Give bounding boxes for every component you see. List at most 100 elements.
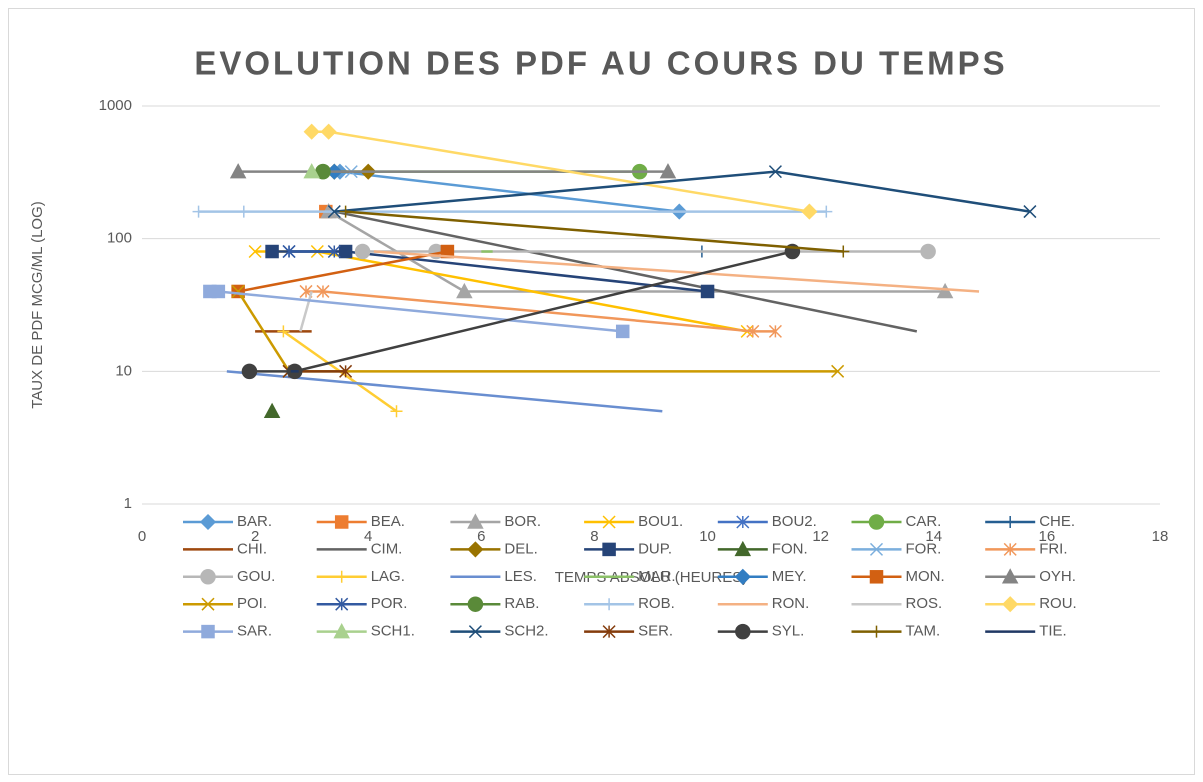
legend-label: BOR.: [504, 513, 541, 530]
legend-marker: [602, 515, 616, 529]
series-line: [237, 250, 448, 293]
legend-label: MEY.: [772, 568, 807, 585]
legend-marker: [602, 625, 616, 639]
legend-marker: [734, 568, 751, 585]
legend-marker: [200, 569, 216, 585]
legend-label: MAR.: [638, 568, 676, 585]
y-axis-label: TAUX DE PDF MCG/ML (LOG): [29, 201, 46, 409]
legend-label: LES.: [504, 568, 537, 585]
marker: [837, 245, 850, 258]
marker: [746, 324, 760, 338]
legend-marker: [467, 596, 484, 612]
marker: [936, 282, 954, 299]
legend-label: FOR.: [906, 540, 942, 557]
legend-label: RON.: [772, 595, 810, 612]
legend-label: FRI.: [1039, 540, 1067, 557]
legend-marker: [736, 515, 750, 529]
legend-label: DEL.: [504, 540, 537, 557]
marker: [229, 163, 247, 179]
x-tick-label: 8: [590, 528, 598, 545]
legend-label: SER.: [638, 623, 673, 640]
marker: [211, 284, 226, 299]
marker: [241, 363, 258, 380]
marker: [303, 163, 320, 179]
series-line: [373, 250, 980, 293]
marker: [820, 205, 833, 218]
marker: [354, 243, 371, 260]
x-axis-label: TEMPS ABSOLU (HEURES): [555, 569, 748, 586]
marker: [615, 324, 630, 339]
x-tick-label: 18: [1152, 528, 1169, 545]
marker: [327, 244, 341, 259]
marker: [339, 364, 353, 378]
marker: [456, 282, 473, 299]
x-tick-label: 2: [251, 528, 259, 545]
marker: [831, 364, 845, 378]
chart-title: EVOLUTION DES PDF AU COURS DU TEMPS: [194, 45, 1007, 82]
marker: [277, 325, 290, 338]
marker: [700, 284, 715, 299]
marker: [263, 402, 281, 419]
y-tick-label: 1: [124, 495, 132, 512]
legend-label: GOU.: [237, 568, 275, 585]
legend-label: CHI.: [237, 540, 267, 557]
legend-label: SYL.: [772, 623, 805, 640]
marker: [237, 205, 250, 218]
legend-label: POI.: [237, 595, 267, 612]
legend-label: FON.: [772, 540, 808, 557]
marker: [248, 244, 262, 259]
legend-label: ROU.: [1039, 595, 1077, 612]
marker: [1023, 205, 1037, 219]
y-tick-label: 10: [115, 362, 132, 379]
legend-marker: [603, 598, 616, 611]
legend-label: CIM.: [371, 540, 403, 557]
legend-label: OYH.: [1039, 568, 1076, 585]
legend-marker: [467, 541, 484, 558]
legend-marker: [735, 623, 751, 640]
marker: [327, 205, 341, 219]
legend-label: MON.: [906, 568, 945, 585]
legend-marker: [734, 540, 752, 557]
legend-marker: [334, 515, 349, 529]
x-tick-label: 10: [699, 528, 716, 545]
marker: [265, 244, 279, 259]
x-tick-label: 6: [477, 528, 485, 545]
legend-marker: [201, 597, 215, 611]
legend-marker: [335, 570, 348, 583]
series-line: [306, 290, 776, 333]
legend-marker: [1004, 516, 1017, 528]
legend-label: POR.: [371, 595, 408, 612]
series-line: [345, 210, 844, 253]
legend-label: TIE.: [1039, 623, 1067, 640]
series-line: [334, 210, 918, 333]
y-tick-label: 1000: [99, 97, 132, 114]
legend-marker: [467, 513, 484, 529]
marker: [768, 165, 782, 179]
marker: [192, 205, 205, 218]
marker: [316, 284, 330, 298]
legend-marker: [333, 623, 350, 639]
marker: [338, 244, 353, 259]
legend-marker: [602, 542, 616, 557]
legend-marker: [201, 624, 215, 639]
legend-label: SCH1.: [371, 623, 415, 640]
marker: [659, 163, 677, 179]
legend-label: BOU1.: [638, 513, 683, 530]
legend-marker: [1003, 542, 1017, 556]
legend-label: SCH2.: [504, 623, 548, 640]
marker: [303, 123, 320, 140]
chart-border: [8, 8, 1195, 775]
marker: [801, 203, 818, 220]
legend-marker: [199, 513, 217, 531]
legend-marker: [1002, 596, 1019, 613]
x-tick-label: 4: [364, 528, 372, 545]
x-tick-label: 16: [1039, 528, 1056, 545]
legend-marker: [335, 597, 349, 611]
legend-label: SAR.: [237, 623, 272, 640]
x-tick-label: 0: [138, 528, 146, 545]
x-tick-label: 14: [925, 528, 942, 545]
legend-label: CAR.: [906, 513, 942, 530]
series-line: [299, 291, 313, 332]
series-line: [339, 170, 680, 213]
